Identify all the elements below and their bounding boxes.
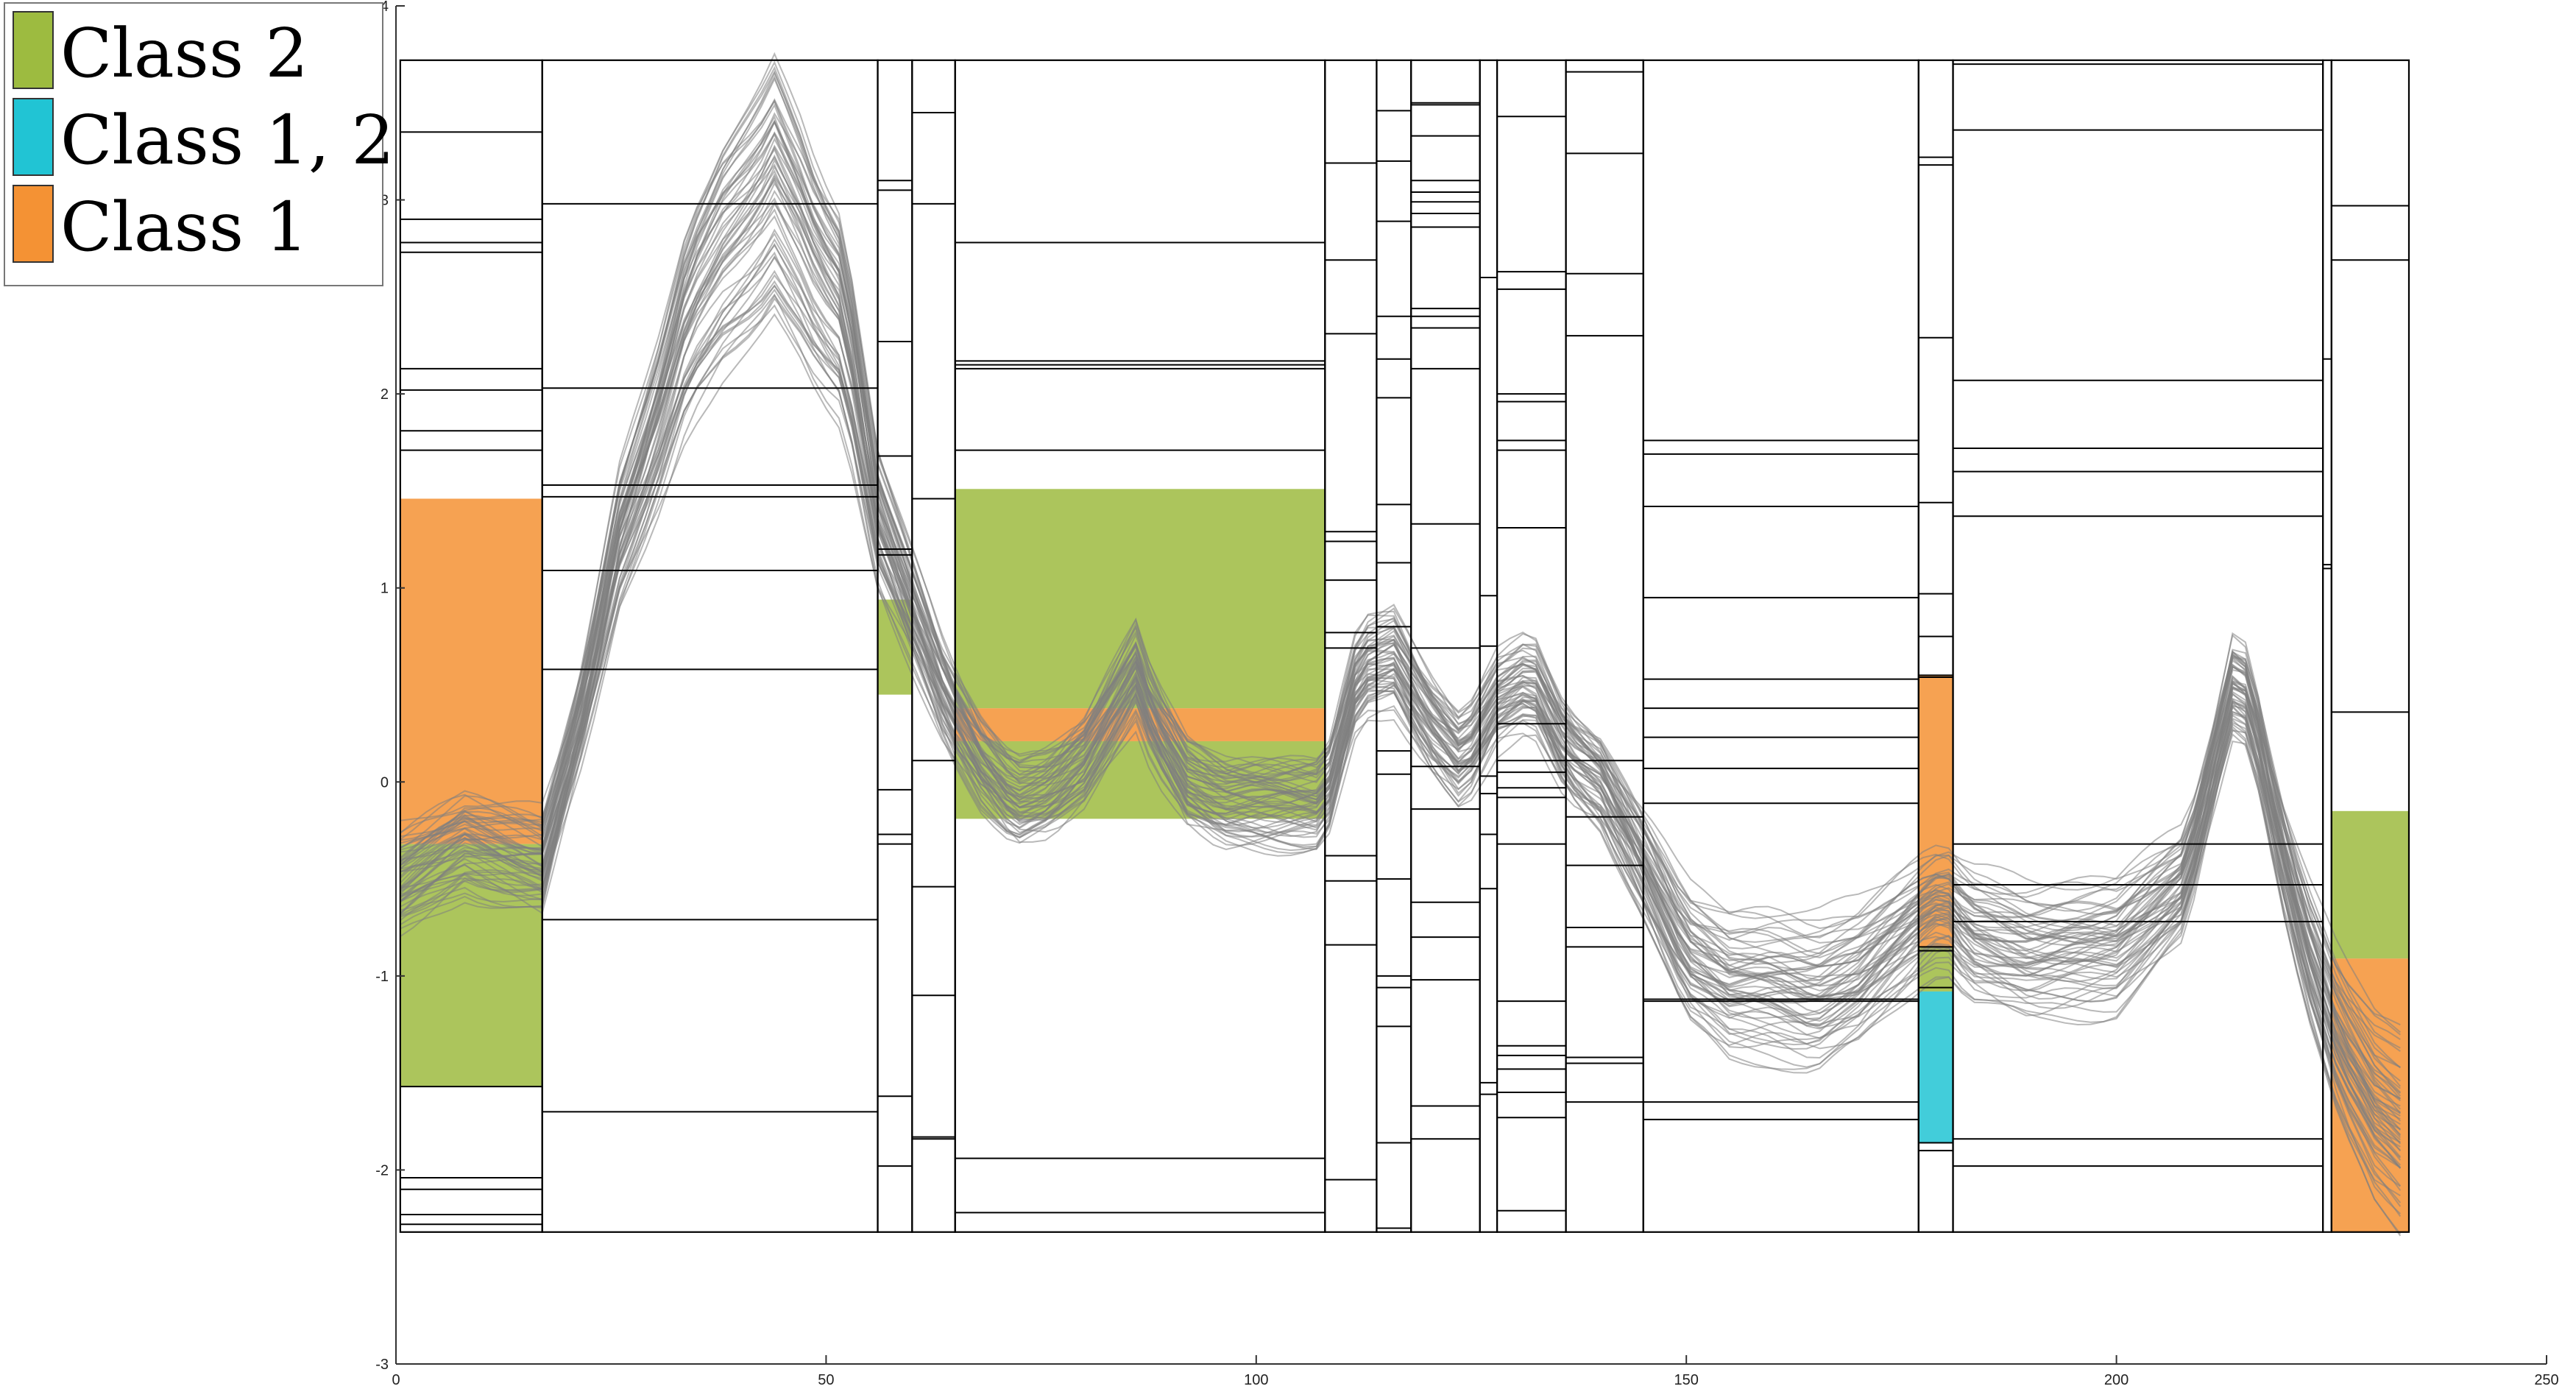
- segment-box-15: [2330, 59, 2410, 1233]
- series-line-15: [400, 215, 2402, 1114]
- y-tick-label: 3: [381, 193, 389, 209]
- region-class-1-2-seg-12-2: [1918, 991, 1953, 1143]
- x-tick-label: 100: [1244, 1372, 1268, 1388]
- region-class-1-seg-0-0: [400, 498, 542, 844]
- x-tick-label: 50: [818, 1372, 834, 1388]
- legend-label-class-2: Class 2: [60, 14, 308, 93]
- legend-box: [4, 2, 383, 286]
- y-tick-label: 0: [381, 774, 389, 791]
- y-tick-label: 2: [381, 386, 389, 403]
- segment-box-11: [1642, 59, 1919, 1233]
- class-regions: [400, 489, 2409, 1232]
- y-tick-label: 4: [381, 0, 389, 15]
- y-tick-label: 1: [381, 581, 389, 597]
- series-line-55: [400, 75, 2402, 1204]
- series-line-39: [400, 313, 2401, 1040]
- axes: -3 -2 -1 0 1 2 3 4 0 50 100 150 200 250: [375, 0, 2558, 1388]
- series-lines: [400, 52, 2402, 1237]
- series-line-28: [400, 251, 2402, 1145]
- segment-box-13: [1952, 59, 2324, 1233]
- series-line-59: [400, 163, 2402, 1087]
- series-line-58: [400, 173, 2401, 1125]
- series-line-30: [400, 284, 2401, 1068]
- series-line-56: [400, 77, 2402, 1159]
- series-line-54: [400, 197, 2402, 1097]
- series-line-46: [400, 115, 2402, 1217]
- x-tick-label: 200: [2104, 1372, 2129, 1388]
- series-line-34: [400, 293, 2402, 1122]
- legend-swatch-class-1: [13, 185, 54, 263]
- segment-box-7: [1410, 59, 1481, 1233]
- region-class-2-seg-15-1: [2331, 810, 2409, 959]
- y-tick-label: -2: [375, 1162, 389, 1178]
- x-tick-label: 150: [1674, 1372, 1699, 1388]
- series-line-20: [400, 202, 2401, 1143]
- segment-boxes: [399, 59, 2410, 1233]
- series-line-14: [400, 294, 2401, 1130]
- legend-label-class-1: Class 1: [60, 188, 308, 266]
- legend: Class 2 Class 1, 2 Class 1: [4, 2, 394, 286]
- legend-label-class-1-2: Class 1, 2: [60, 101, 394, 180]
- series-line-44: [400, 158, 2401, 1197]
- series-line-16: [400, 284, 2401, 1033]
- legend-swatch-class-2: [13, 11, 54, 89]
- series-line-51: [400, 280, 2401, 1102]
- x-tick-label: 0: [392, 1372, 400, 1388]
- series-line-50: [400, 146, 2401, 1168]
- x-tick-label: 250: [2534, 1372, 2558, 1388]
- series-line-48: [400, 60, 2402, 1139]
- series-line-22: [400, 131, 2401, 1114]
- legend-swatch-class-1-2: [13, 98, 54, 176]
- y-tick-label: -3: [375, 1357, 389, 1373]
- y-tick-label: -1: [375, 969, 389, 985]
- series-line-57: [400, 179, 2402, 1170]
- series-line-43: [400, 297, 2401, 1107]
- segment-box-10: [1565, 59, 1644, 1233]
